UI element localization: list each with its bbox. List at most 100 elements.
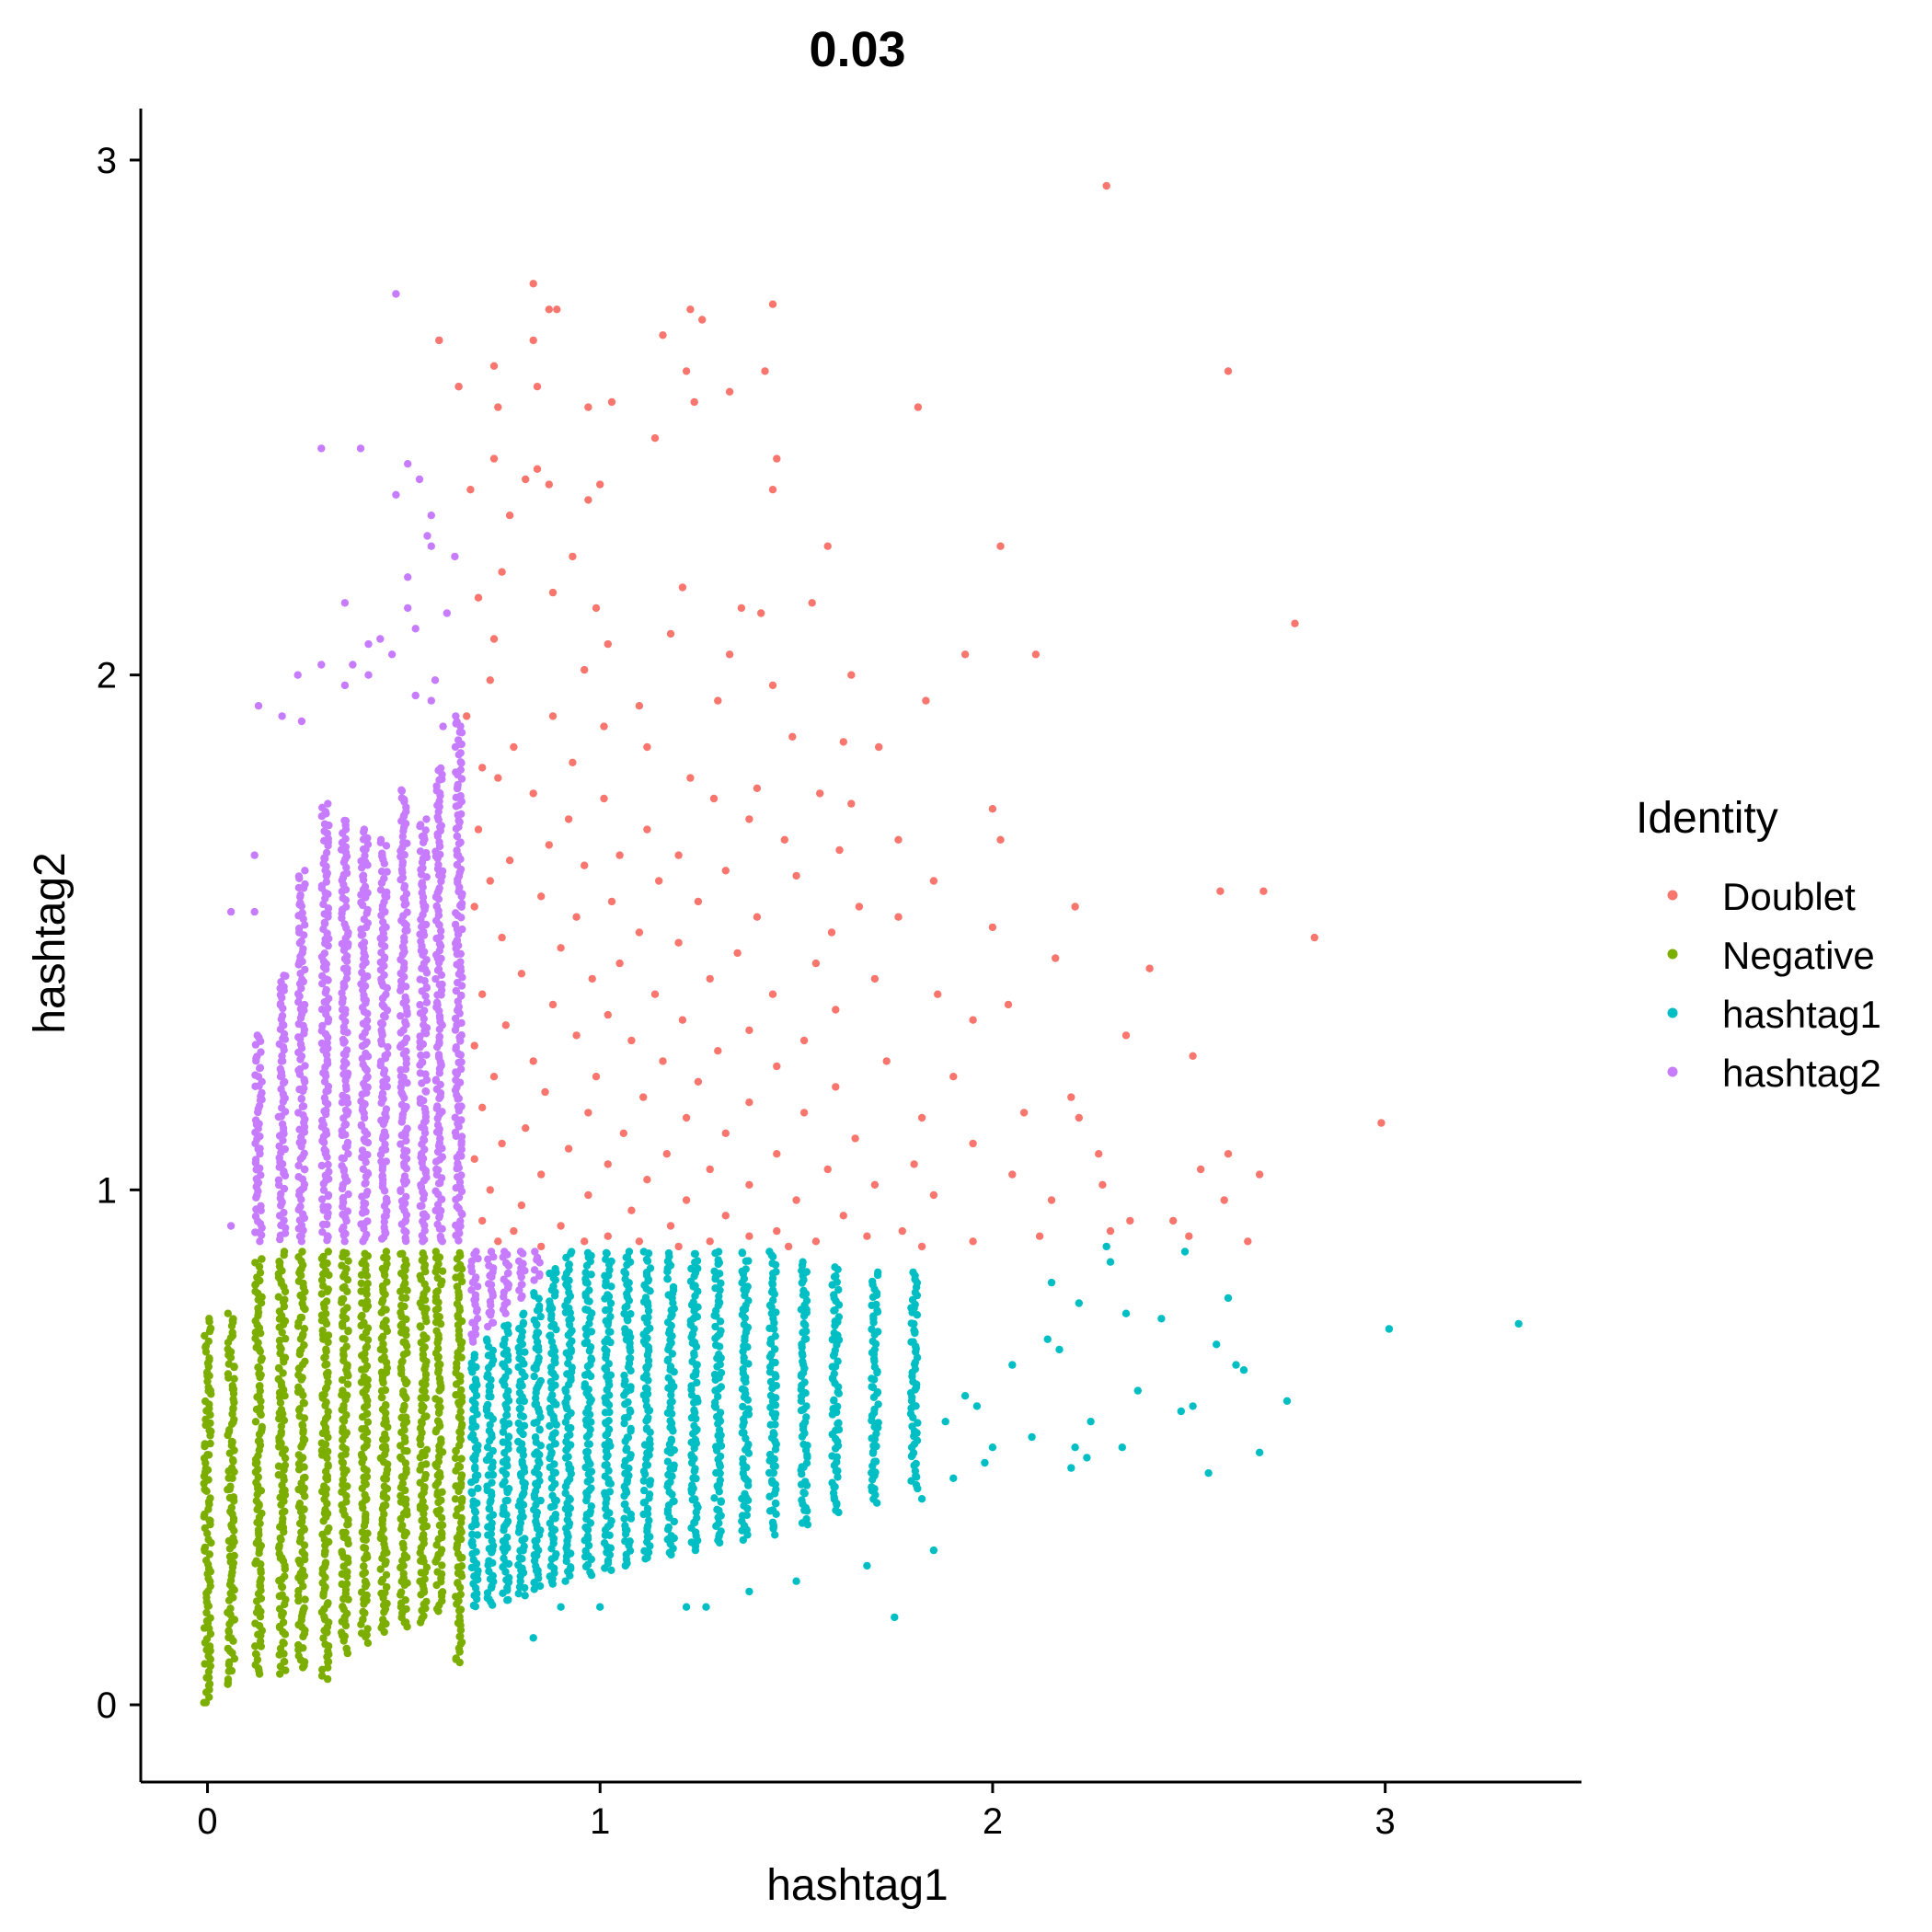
point [357,1629,366,1638]
point [438,1153,446,1161]
point [382,1317,390,1325]
point [318,972,327,981]
point [299,1398,307,1407]
point [457,1133,466,1141]
y-tick-label: 2 [97,656,117,696]
point [715,1519,723,1527]
point [256,1437,264,1445]
point [281,1295,289,1304]
point [689,1474,697,1482]
point [535,1425,544,1433]
point [416,1032,424,1041]
point [229,1404,237,1412]
point [343,1304,351,1312]
point [300,1000,309,1009]
point [664,1355,673,1364]
point [472,1273,480,1282]
point [706,1237,714,1246]
point [504,1386,512,1396]
point [456,1217,465,1225]
point [320,949,329,958]
point [422,998,431,1006]
point [798,1496,806,1504]
point [1232,1361,1240,1369]
point [454,1102,463,1111]
point [318,1327,327,1335]
point [894,835,903,844]
point [515,1554,523,1562]
point [456,1590,465,1599]
point [340,1282,349,1292]
point [434,1305,443,1313]
point [227,1634,236,1642]
point [561,1577,569,1585]
point [363,1382,372,1390]
point [1035,1232,1044,1240]
point [421,920,431,929]
point [765,1507,775,1515]
point [664,1470,673,1479]
point [581,1380,589,1388]
point [868,1374,876,1383]
point [601,1271,609,1280]
point [832,1083,840,1091]
point [392,490,400,499]
point [224,1309,232,1317]
point [474,1471,482,1479]
point [226,907,236,916]
point [1213,1340,1221,1349]
point [323,1360,331,1369]
point [363,1625,372,1633]
point [788,732,797,741]
point [457,1455,466,1463]
point [557,1603,565,1611]
point [275,1541,283,1550]
point [816,789,824,798]
point [228,1455,237,1465]
point [433,1274,442,1282]
point [376,635,385,643]
point [882,1057,891,1065]
point [433,1287,442,1295]
point [277,1085,285,1094]
point [521,1535,529,1543]
point [487,1382,495,1391]
point [549,1320,558,1329]
point [474,593,483,602]
point [929,1546,938,1555]
point [452,1184,460,1192]
point [278,1052,286,1060]
point [549,1282,558,1291]
point [536,1312,545,1321]
point [226,1482,235,1490]
point [419,1386,427,1395]
point [357,1450,366,1459]
point [253,1393,261,1401]
point [832,1271,840,1281]
point [745,1098,753,1107]
point [431,1395,440,1403]
point [343,1207,352,1215]
point [771,1462,779,1470]
point [324,1408,332,1416]
point [522,1124,530,1133]
point [452,1654,460,1662]
point [567,1315,575,1323]
point [516,1248,525,1256]
point [399,1540,408,1548]
point [361,1249,369,1258]
point [714,1248,723,1256]
point [451,1495,460,1503]
point [383,1582,391,1592]
point [505,1485,513,1493]
point [712,1340,720,1350]
point [604,1232,612,1240]
point [581,1275,590,1283]
point [519,1318,528,1328]
point [494,774,502,782]
point [468,1537,477,1546]
point [300,1604,308,1613]
points-layer [200,181,1523,1707]
point [277,978,285,986]
point [847,799,856,808]
